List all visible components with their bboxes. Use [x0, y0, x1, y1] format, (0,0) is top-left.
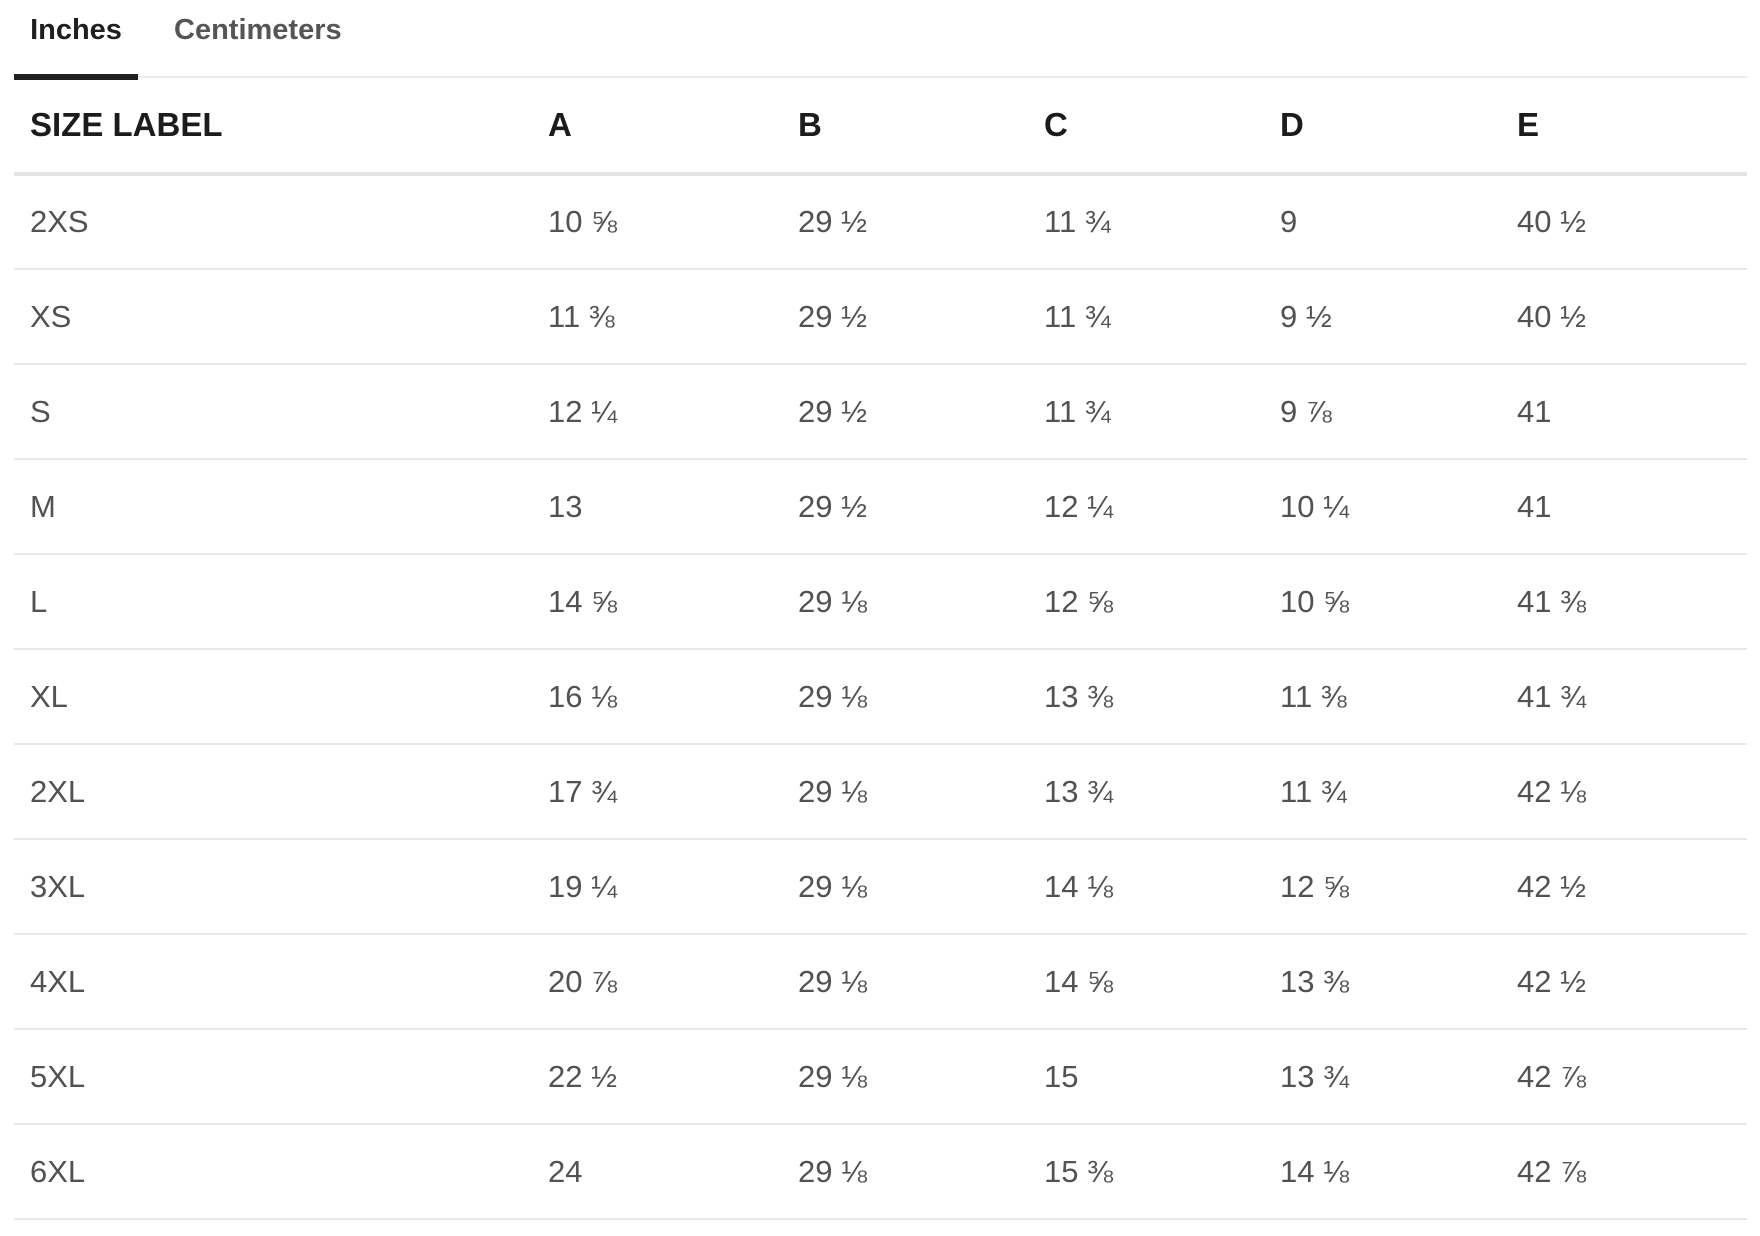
table-row: 2XS 10 ⅝ 29 ½ 11 ¾ 9 40 ½	[14, 174, 1747, 270]
cell-a: 11 ⅜	[532, 269, 782, 365]
header-e: E	[1501, 78, 1747, 176]
header-row: SIZE LABEL A B C D E	[14, 78, 1747, 176]
cell-b: 29 ½	[782, 174, 1028, 270]
cell-d: 12 ⅝	[1264, 839, 1501, 935]
cell-c: 11 ¾	[1028, 364, 1264, 460]
cell-size-label: L	[14, 554, 532, 650]
table-row: 6XL 24 29 ⅛ 15 ⅜ 14 ⅛ 42 ⅞	[14, 1124, 1747, 1220]
cell-b: 29 ⅛	[782, 934, 1028, 1030]
size-chart: Inches Centimeters SIZE LABEL A B C D E …	[14, 0, 1747, 1220]
cell-c: 13 ¾	[1028, 744, 1264, 840]
cell-d: 10 ¼	[1264, 459, 1501, 555]
cell-size-label: M	[14, 459, 532, 555]
cell-c: 15	[1028, 1029, 1264, 1125]
cell-size-label: S	[14, 364, 532, 460]
table-row: 3XL 19 ¼ 29 ⅛ 14 ⅛ 12 ⅝ 42 ½	[14, 839, 1747, 935]
cell-b: 29 ⅛	[782, 554, 1028, 650]
cell-c: 13 ⅜	[1028, 649, 1264, 745]
cell-a: 24	[532, 1124, 782, 1220]
cell-b: 29 ⅛	[782, 839, 1028, 935]
cell-e: 42 ⅞	[1501, 1029, 1747, 1125]
cell-a: 19 ¼	[532, 839, 782, 935]
tab-centimeters[interactable]: Centimeters	[174, 14, 342, 46]
table-row: XL 16 ⅛ 29 ⅛ 13 ⅜ 11 ⅜ 41 ¾	[14, 649, 1747, 745]
cell-d: 9 ⅞	[1264, 364, 1501, 460]
cell-d: 11 ¾	[1264, 744, 1501, 840]
cell-c: 12 ⅝	[1028, 554, 1264, 650]
cell-a: 16 ⅛	[532, 649, 782, 745]
cell-e: 42 ⅞	[1501, 1124, 1747, 1220]
header-size-label: SIZE LABEL	[14, 78, 532, 176]
cell-b: 29 ½	[782, 269, 1028, 365]
cell-e: 41	[1501, 459, 1747, 555]
cell-d: 9 ½	[1264, 269, 1501, 365]
cell-c: 11 ¾	[1028, 269, 1264, 365]
cell-e: 41 ¾	[1501, 649, 1747, 745]
tab-inches[interactable]: Inches	[14, 0, 138, 80]
cell-a: 10 ⅝	[532, 174, 782, 270]
cell-a: 17 ¾	[532, 744, 782, 840]
cell-b: 29 ⅛	[782, 649, 1028, 745]
cell-c: 11 ¾	[1028, 174, 1264, 270]
cell-e: 41 ⅜	[1501, 554, 1747, 650]
table-row: M 13 29 ½ 12 ¼ 10 ¼ 41	[14, 459, 1747, 555]
table-row: L 14 ⅝ 29 ⅛ 12 ⅝ 10 ⅝ 41 ⅜	[14, 554, 1747, 650]
header-c: C	[1028, 78, 1264, 176]
cell-size-label: 4XL	[14, 934, 532, 1030]
cell-e: 41	[1501, 364, 1747, 460]
cell-a: 12 ¼	[532, 364, 782, 460]
cell-d: 14 ⅛	[1264, 1124, 1501, 1220]
cell-e: 42 ½	[1501, 839, 1747, 935]
cell-d: 10 ⅝	[1264, 554, 1501, 650]
cell-size-label: 3XL	[14, 839, 532, 935]
cell-c: 14 ⅝	[1028, 934, 1264, 1030]
cell-b: 29 ⅛	[782, 1124, 1028, 1220]
cell-b: 29 ½	[782, 459, 1028, 555]
cell-a: 22 ½	[532, 1029, 782, 1125]
cell-a: 14 ⅝	[532, 554, 782, 650]
cell-c: 12 ¼	[1028, 459, 1264, 555]
cell-size-label: XL	[14, 649, 532, 745]
cell-size-label: 5XL	[14, 1029, 532, 1125]
cell-e: 42 ⅛	[1501, 744, 1747, 840]
cell-c: 15 ⅜	[1028, 1124, 1264, 1220]
table-row: S 12 ¼ 29 ½ 11 ¾ 9 ⅞ 41	[14, 364, 1747, 460]
table-row: 2XL 17 ¾ 29 ⅛ 13 ¾ 11 ¾ 42 ⅛	[14, 744, 1747, 840]
table-row: XS 11 ⅜ 29 ½ 11 ¾ 9 ½ 40 ½	[14, 269, 1747, 365]
cell-c: 14 ⅛	[1028, 839, 1264, 935]
header-b: B	[782, 78, 1028, 176]
cell-e: 40 ½	[1501, 174, 1747, 270]
cell-size-label: 2XS	[14, 174, 532, 270]
table-row: 4XL 20 ⅞ 29 ⅛ 14 ⅝ 13 ⅜ 42 ½	[14, 934, 1747, 1030]
header-a: A	[532, 78, 782, 176]
cell-d: 13 ¾	[1264, 1029, 1501, 1125]
header-d: D	[1264, 78, 1501, 176]
cell-d: 9	[1264, 174, 1501, 270]
cell-d: 13 ⅜	[1264, 934, 1501, 1030]
cell-a: 20 ⅞	[532, 934, 782, 1030]
unit-tabs: Inches Centimeters	[14, 0, 1747, 80]
cell-e: 42 ½	[1501, 934, 1747, 1030]
cell-e: 40 ½	[1501, 269, 1747, 365]
cell-d: 11 ⅜	[1264, 649, 1501, 745]
table-row: 5XL 22 ½ 29 ⅛ 15 13 ¾ 42 ⅞	[14, 1029, 1747, 1125]
cell-b: 29 ⅛	[782, 1029, 1028, 1125]
cell-size-label: 6XL	[14, 1124, 532, 1220]
cell-b: 29 ⅛	[782, 744, 1028, 840]
cell-a: 13	[532, 459, 782, 555]
size-table: SIZE LABEL A B C D E 2XS 10 ⅝ 29 ½ 11 ¾ …	[14, 78, 1747, 1220]
cell-b: 29 ½	[782, 364, 1028, 460]
cell-size-label: 2XL	[14, 744, 532, 840]
cell-size-label: XS	[14, 269, 532, 365]
